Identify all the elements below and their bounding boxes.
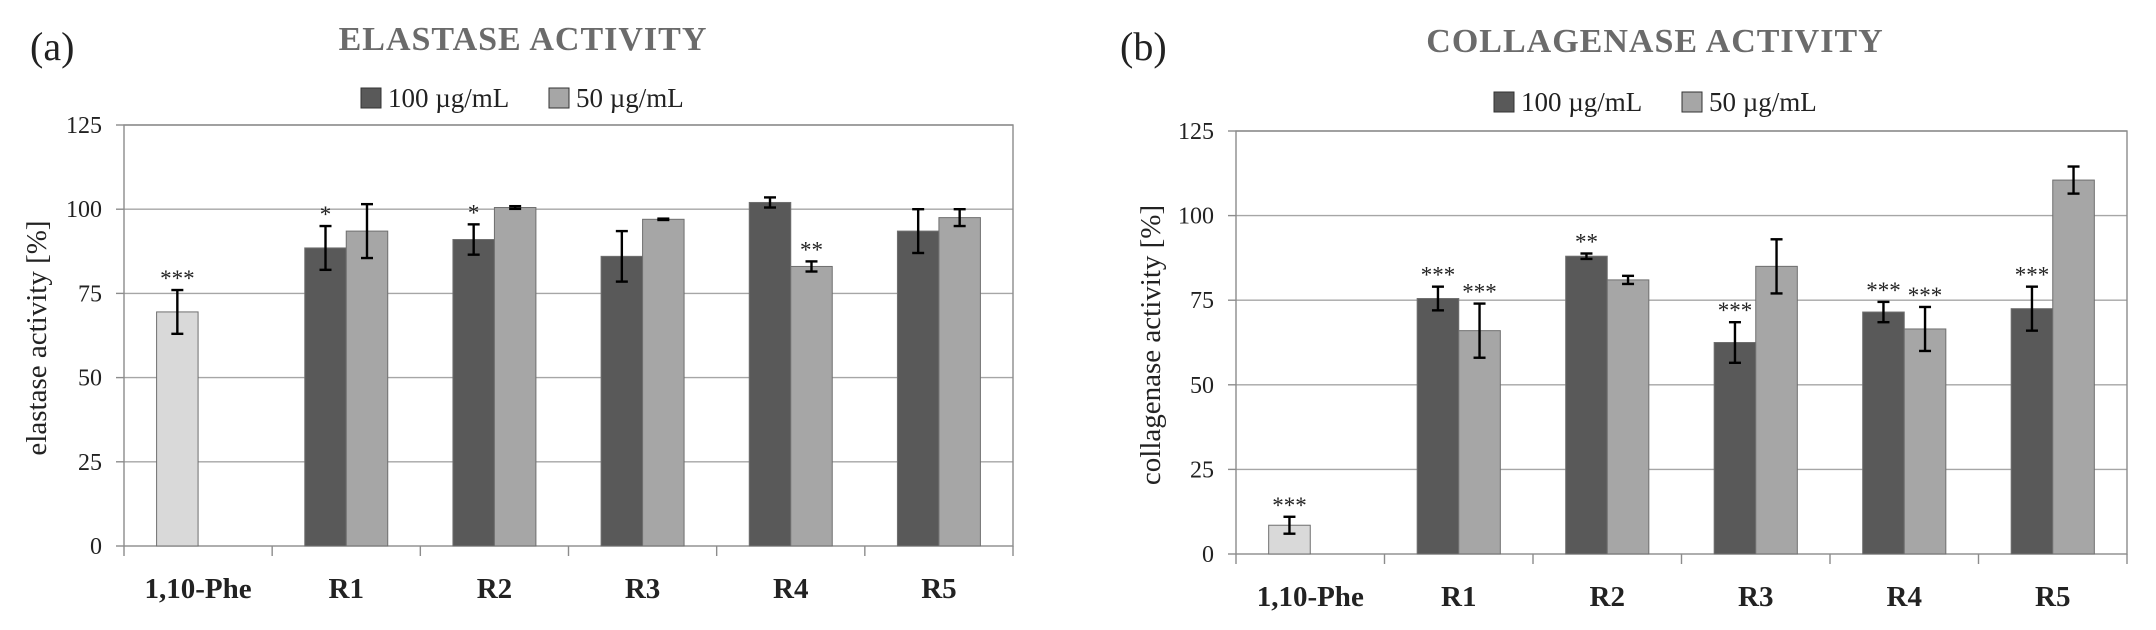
significance-label: *** [1866, 278, 1901, 303]
bar-100ug [896, 230, 940, 547]
y-tick-label: 0 [1202, 542, 1214, 568]
significance-label: *** [2015, 263, 2050, 288]
bar-50ug [2052, 179, 2095, 555]
collagenase-chart: (b) COLLAGENASE ACTIVITY 100 µg/mL 50 µg… [1120, 23, 2128, 613]
y-tick-label: 25 [1190, 457, 1214, 483]
bar-100ug [600, 255, 644, 547]
y-tick-label: 0 [90, 534, 102, 560]
plot-frame [1235, 130, 2128, 555]
y-tick-label: 125 [1178, 119, 1214, 145]
bar-100ug [1416, 298, 1460, 555]
bar-50ug [938, 217, 981, 547]
significance-label: * [468, 200, 480, 225]
x-tick-label: R5 [921, 573, 956, 605]
legend-label-100: 100 µg/mL [1521, 87, 1642, 117]
bar-50ug [790, 265, 833, 547]
bar-50ug [1606, 279, 1650, 555]
y-axis-label: elastase activity [%] [21, 220, 53, 455]
bar-100ug [748, 201, 792, 547]
legend-swatch-100 [1493, 91, 1515, 113]
x-tick-label: R3 [625, 573, 660, 605]
bar-100ug [1862, 311, 1905, 555]
y-tick-label: 25 [78, 450, 102, 476]
chart-title: ELASTASE ACTIVITY [339, 21, 708, 58]
y-tick-label: 100 [1178, 204, 1214, 230]
legend-swatch-100 [360, 87, 382, 109]
x-tick-label: R1 [1441, 581, 1476, 613]
x-tick-label: R1 [329, 573, 364, 605]
y-tick-label: 75 [1190, 288, 1214, 314]
significance-label: *** [1462, 280, 1497, 305]
bar-control [156, 311, 199, 547]
legend-swatch-50 [1681, 91, 1703, 113]
chart-title: COLLAGENASE ACTIVITY [1426, 23, 1883, 60]
significance-label: ** [1575, 230, 1598, 255]
legend: 100 µg/mL 50 µg/mL [360, 83, 684, 113]
bar-50ug [1458, 330, 1501, 555]
significance-label: *** [1908, 283, 1943, 308]
y-tick-label: 100 [66, 197, 102, 223]
x-tick-label: R5 [2035, 581, 2070, 613]
legend: 100 µg/mL 50 µg/mL [1493, 87, 1817, 117]
y-tick-label: 125 [66, 113, 102, 139]
bar-50ug [493, 207, 537, 547]
bar-100ug [1565, 255, 1608, 555]
bar-50ug [642, 218, 685, 547]
significance-label: *** [160, 266, 195, 291]
significance-label: * [320, 202, 332, 227]
bar-100ug [452, 239, 495, 547]
elastase-chart: (a) ELASTASE ACTIVITY 100 µg/mL 50 µg/mL… [21, 21, 1014, 605]
bar-100ug [304, 247, 347, 547]
significance-label: ** [800, 237, 823, 262]
legend-label-50: 50 µg/mL [1709, 87, 1817, 117]
bar-50ug [345, 230, 389, 547]
x-tick-label: R4 [773, 573, 808, 605]
y-tick-label: 50 [78, 366, 102, 392]
legend-label-50: 50 µg/mL [576, 83, 684, 113]
x-tick-label: R2 [1590, 581, 1625, 613]
panel-label: (a) [30, 24, 74, 69]
y-axis-label: collagenase activity [%] [1135, 205, 1167, 485]
plot-frame [123, 124, 1014, 547]
bar-50ug [1755, 265, 1798, 555]
x-tick-label: R4 [1887, 581, 1922, 613]
legend-swatch-50 [548, 87, 570, 109]
x-tick-label: 1,10-Phe [1257, 581, 1364, 613]
bar-100ug [2010, 308, 2054, 555]
significance-label: *** [1272, 493, 1307, 518]
x-tick-label: 1,10-Phe [145, 573, 252, 605]
bar-100ug [1713, 342, 1757, 555]
significance-label: *** [1718, 298, 1753, 323]
y-tick-label: 75 [78, 281, 102, 307]
y-tick-label: 50 [1190, 373, 1214, 399]
significance-label: *** [1421, 263, 1456, 288]
panel-label: (b) [1120, 24, 1167, 69]
x-tick-label: R2 [477, 573, 512, 605]
x-tick-label: R3 [1738, 581, 1773, 613]
bar-50ug [1903, 328, 1947, 555]
legend-label-100: 100 µg/mL [388, 83, 509, 113]
